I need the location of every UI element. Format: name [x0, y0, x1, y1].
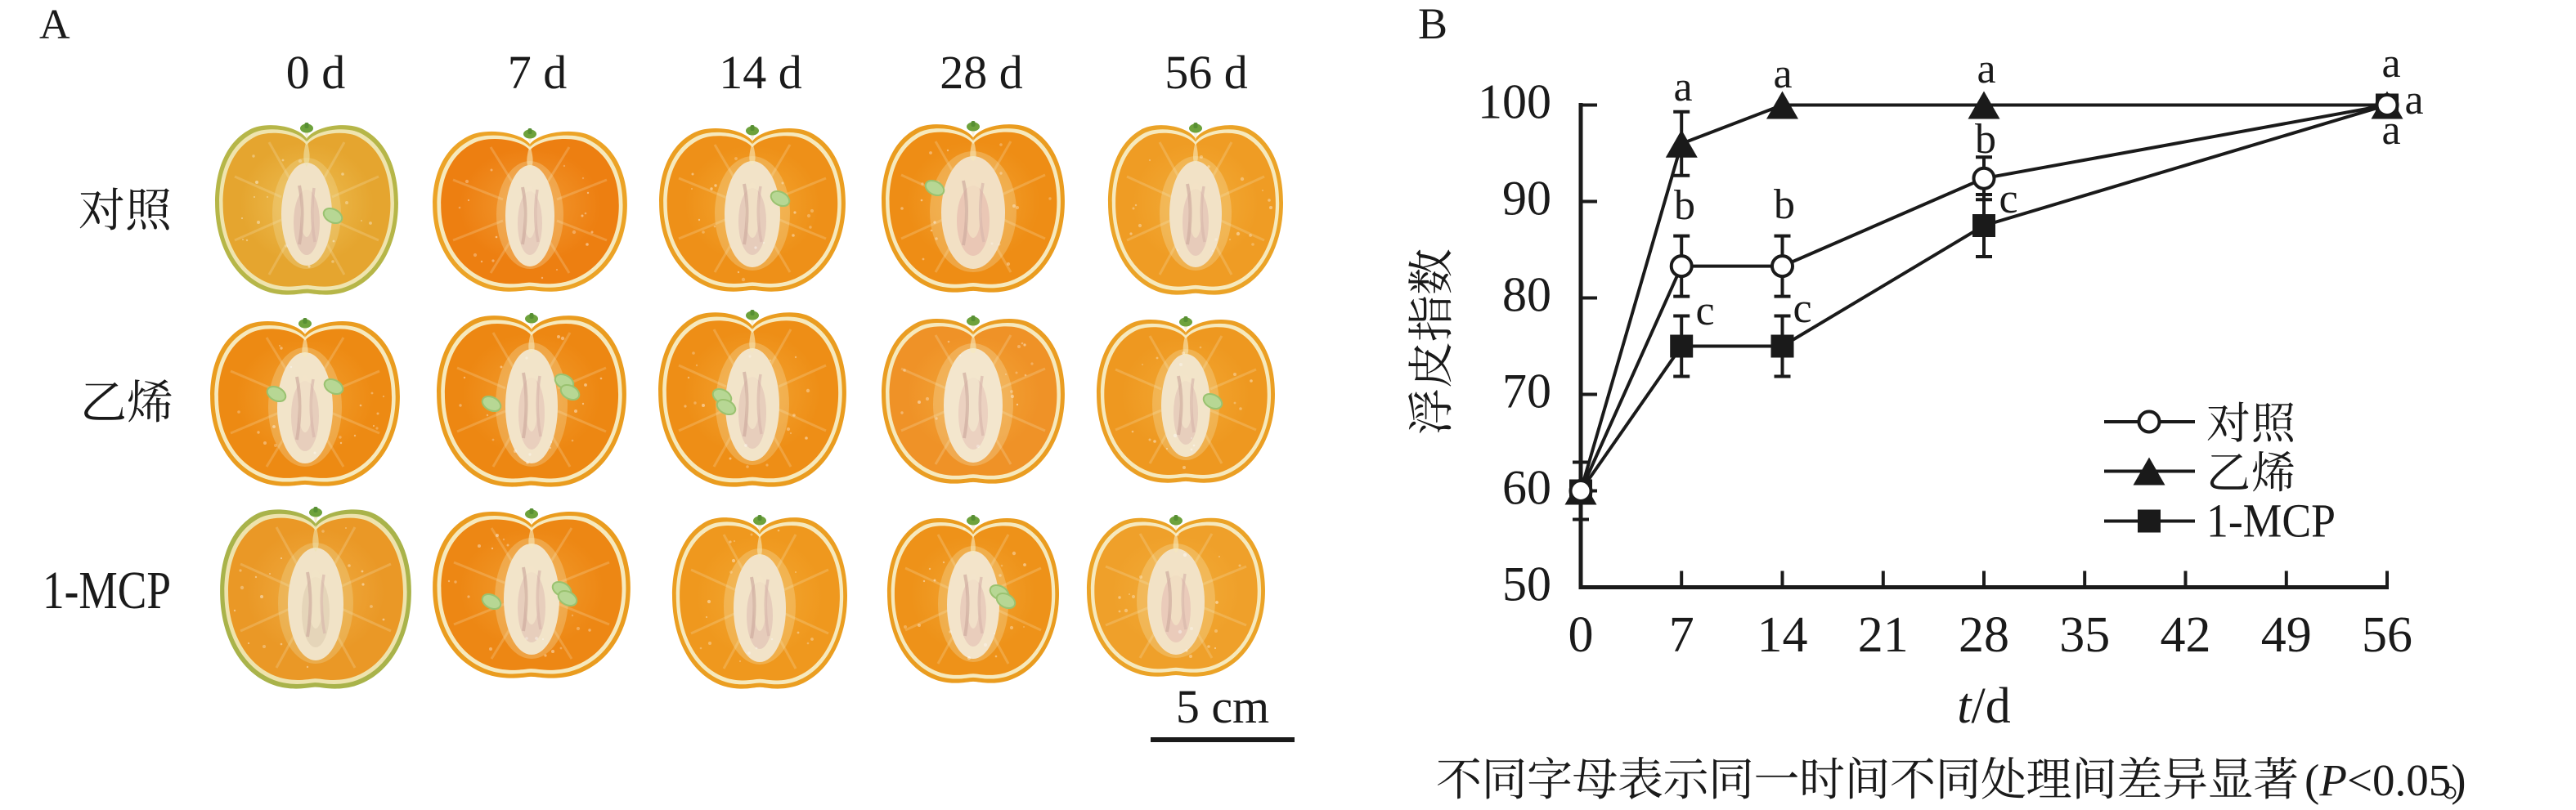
svg-text:80: 80 [1502, 268, 1551, 322]
svg-text:a: a [1773, 51, 1792, 97]
svg-text:28: 28 [1959, 607, 2009, 663]
svg-text:35: 35 [2059, 607, 2110, 663]
svg-text:49: 49 [2261, 607, 2312, 663]
svg-text:b: b [1674, 182, 1695, 229]
svg-text:90: 90 [1502, 172, 1551, 226]
svg-text:a: a [2404, 77, 2423, 123]
svg-text:a: a [1673, 64, 1692, 110]
svg-text:a: a [2381, 40, 2400, 87]
svg-text:0: 0 [1568, 607, 1594, 663]
svg-text:14: 14 [1757, 607, 1808, 663]
svg-text:56: 56 [2362, 607, 2412, 663]
svg-text:56 d: 56 d [1165, 46, 1248, 99]
svg-text:t/d: t/d [1957, 678, 2010, 734]
svg-text:a: a [2381, 107, 2400, 154]
svg-text:c: c [1695, 288, 1714, 334]
svg-text:c: c [1793, 285, 1811, 332]
svg-text:a: a [1977, 46, 1995, 92]
svg-text:b: b [1975, 116, 1996, 163]
svg-text:(P<0.05): (P<0.05) [2304, 755, 2466, 805]
svg-text:1-MCP: 1-MCP [2206, 495, 2336, 548]
svg-text:c: c [1999, 176, 2017, 222]
svg-text:7: 7 [1669, 607, 1694, 663]
svg-text:b: b [1774, 181, 1795, 228]
svg-text:0 d: 0 d [286, 46, 346, 99]
svg-text:70: 70 [1502, 365, 1551, 418]
svg-text:42: 42 [2161, 607, 2211, 663]
svg-text:60: 60 [1502, 461, 1551, 515]
svg-text:A: A [39, 2, 70, 48]
svg-text:7 d: 7 d [508, 46, 568, 99]
svg-text:28 d: 28 d [940, 46, 1023, 99]
svg-text:100: 100 [1478, 75, 1551, 129]
svg-text:5 cm: 5 cm [1176, 680, 1269, 733]
svg-text:14 d: 14 d [719, 46, 802, 99]
svg-text:B: B [1418, 0, 1447, 48]
svg-text:21: 21 [1858, 607, 1909, 663]
svg-text:1-MCP: 1-MCP [43, 561, 171, 620]
svg-text:50: 50 [1502, 557, 1551, 611]
